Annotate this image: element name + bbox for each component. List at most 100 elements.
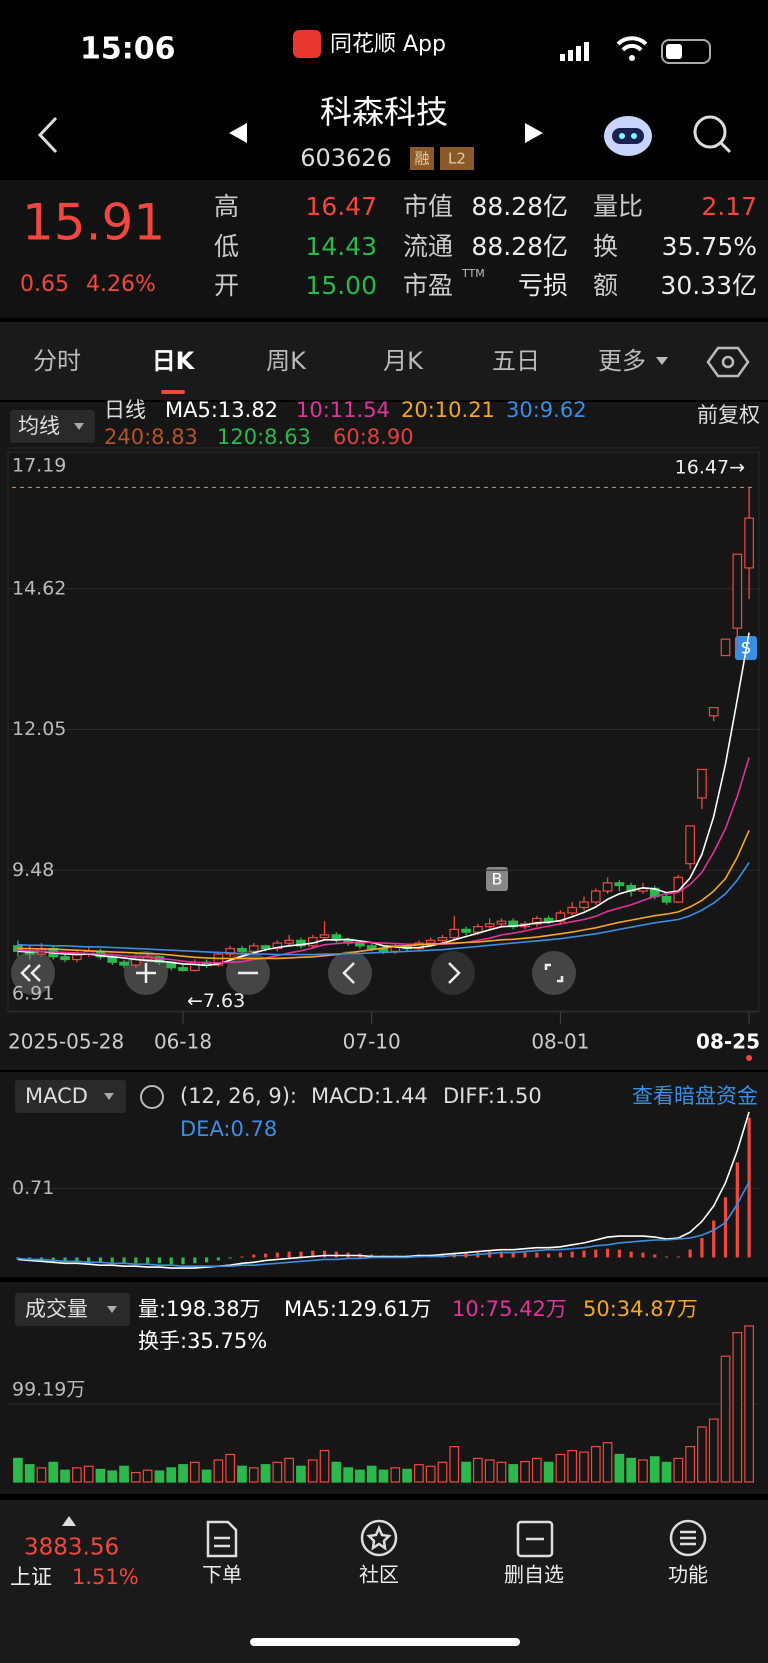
candle-body <box>744 517 754 569</box>
volume-bar <box>189 1461 200 1483</box>
footer-item[interactable]: 下单 <box>202 1563 242 1587</box>
indicator-button[interactable] <box>10 410 95 443</box>
ma-legend: 60:8.90 <box>333 425 414 449</box>
indicator-button[interactable] <box>15 1080 126 1113</box>
adjust-label[interactable]: 前复权 <box>697 403 760 427</box>
candle-body <box>567 906 578 914</box>
macd-bar <box>299 1251 303 1258</box>
tool-button[interactable] <box>328 951 372 995</box>
macd-bar <box>181 1257 185 1265</box>
candle-body <box>590 890 601 903</box>
indicator-button[interactable] <box>15 1293 130 1326</box>
volume-bar <box>83 1465 94 1483</box>
ma-legend: 10:11.54 <box>296 398 390 422</box>
buy-marker-bg <box>486 867 508 891</box>
macd-bar <box>440 1253 445 1258</box>
dark-pool-link[interactable]: 查看暗盘资金 <box>632 1084 758 1108</box>
macd-bar <box>700 1238 704 1258</box>
tool-button[interactable] <box>532 951 576 995</box>
signal-icon <box>560 42 589 61</box>
macd-bar <box>535 1252 539 1258</box>
macd-bar <box>747 1117 751 1258</box>
volume-bar <box>697 1426 707 1483</box>
back-button[interactable] <box>37 116 58 154</box>
volume-legend: 换手:35.75% <box>138 1329 267 1353</box>
settings-button[interactable] <box>706 346 750 378</box>
kline-bg <box>0 402 768 1070</box>
macd-bar <box>110 1257 114 1263</box>
volume-bar <box>355 1469 365 1483</box>
macd-bg <box>0 1072 768 1277</box>
volume-bar <box>36 1467 47 1483</box>
field-value: 15.00 <box>305 271 377 300</box>
high-label: 16.47→ <box>675 457 745 479</box>
volume-bar <box>319 1449 330 1483</box>
volume-bar <box>720 1355 731 1483</box>
macd-bar <box>98 1257 103 1263</box>
y-tick-label: 6.91 <box>12 983 54 1005</box>
tool-button[interactable] <box>431 951 475 995</box>
volume-bar <box>520 1460 530 1483</box>
y-tick-label: 9.48 <box>12 859 54 881</box>
candle-body <box>473 926 483 933</box>
candle-body <box>319 934 330 939</box>
volume-bar <box>260 1464 271 1483</box>
search-button[interactable] <box>693 115 727 149</box>
volume-bar <box>414 1464 424 1483</box>
next-stock[interactable] <box>525 123 543 143</box>
period-label: 日线 <box>104 398 146 422</box>
volume-bar <box>673 1457 684 1483</box>
quote-bg <box>0 180 768 318</box>
macd-bar <box>322 1250 327 1258</box>
macd-bar <box>193 1257 197 1264</box>
app-icon <box>293 30 321 58</box>
field-value: 35.75% <box>662 232 757 261</box>
tab[interactable]: 分时 <box>33 347 81 375</box>
footer-item[interactable]: 社区 <box>359 1563 399 1587</box>
y-tick-label: 12.05 <box>12 718 66 740</box>
volume-legend: 量:198.38万 <box>138 1297 261 1321</box>
y-tick-label: 99.19万 <box>12 1379 85 1401</box>
candle-body <box>437 937 448 941</box>
candle-body <box>366 945 377 950</box>
volume-bar <box>437 1461 448 1483</box>
ma-legend: 30:9.62 <box>506 398 587 422</box>
tab-bar: 分时 日K 周K 月K 五日 更多 <box>33 347 646 375</box>
tag: L2 <box>448 150 466 168</box>
volume-bar <box>732 1331 743 1483</box>
footer-item[interactable]: 删自选 <box>504 1563 564 1587</box>
volume-bar <box>449 1446 460 1483</box>
volume-bar <box>685 1446 695 1483</box>
assistant-face <box>612 128 644 144</box>
help-icon[interactable] <box>140 1085 164 1109</box>
macd-bar <box>263 1253 268 1258</box>
macd-bar <box>688 1249 692 1258</box>
tab[interactable]: 更多 <box>598 347 646 375</box>
change-pct: 4.26% <box>86 272 156 297</box>
volume-bar <box>567 1449 578 1483</box>
macd-bar <box>146 1257 150 1264</box>
x-tick-label: 08-25 <box>696 1030 760 1054</box>
tab[interactable]: 月K <box>383 347 424 375</box>
candle-body <box>461 928 471 933</box>
volume-bar <box>579 1451 589 1483</box>
tab[interactable]: 五日 <box>492 347 540 375</box>
candle-body <box>732 553 743 629</box>
candle-body <box>237 947 247 952</box>
prev-stock[interactable] <box>229 123 247 143</box>
dropdown-arrow <box>104 1093 114 1100</box>
footer-icons <box>206 1519 707 1558</box>
footer-item[interactable]: 功能 <box>668 1563 708 1587</box>
volume-bar <box>178 1464 188 1483</box>
field-value: 14.43 <box>305 232 377 261</box>
indicator-label: MACD <box>25 1084 88 1108</box>
macd-bar <box>582 1250 586 1258</box>
macd-params: (12, 26, 9): <box>180 1084 297 1108</box>
volume-bar <box>237 1465 247 1483</box>
tab-bg <box>0 322 768 400</box>
field-value: 16.47 <box>305 192 377 221</box>
tab-active[interactable]: 日K <box>152 347 196 375</box>
macd-bar <box>499 1251 504 1258</box>
macd-bar <box>547 1253 551 1258</box>
tab[interactable]: 周K <box>266 347 307 375</box>
